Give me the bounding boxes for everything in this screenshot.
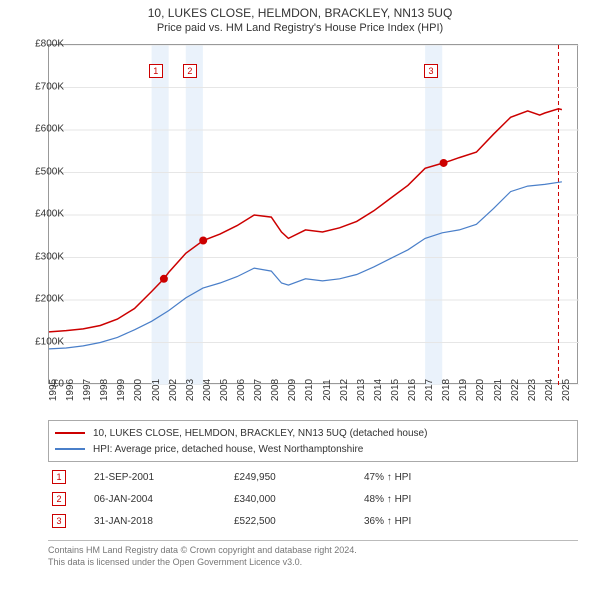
x-tick-label: 2024 <box>544 379 555 401</box>
tx-pct: 36% ↑ HPI <box>364 516 484 527</box>
x-tick-label: 2004 <box>202 379 213 401</box>
y-tick-label: £600K <box>4 124 64 135</box>
x-tick-label: 1997 <box>82 379 93 401</box>
x-tick-label: 2015 <box>390 379 401 401</box>
x-tick-label: 1998 <box>99 379 110 401</box>
y-tick-label: £100K <box>4 336 64 347</box>
transactions-table: 1 21-SEP-2001 £249,950 47% ↑ HPI 2 06-JA… <box>48 466 578 532</box>
footnote-line: This data is licensed under the Open Gov… <box>48 557 578 569</box>
y-tick-label: £800K <box>4 39 64 50</box>
footnote: Contains HM Land Registry data © Crown c… <box>48 540 578 568</box>
chart-legend: 10, LUKES CLOSE, HELMDON, BRACKLEY, NN13… <box>48 420 578 462</box>
y-tick-label: £400K <box>4 209 64 220</box>
x-tick-label: 2013 <box>356 379 367 401</box>
x-tick-label: 2010 <box>304 379 315 401</box>
y-tick-label: £500K <box>4 166 64 177</box>
tx-price: £249,950 <box>234 472 364 483</box>
legend-label: 10, LUKES CLOSE, HELMDON, BRACKLEY, NN13… <box>93 428 427 439</box>
legend-swatch <box>55 448 85 450</box>
legend-item: 10, LUKES CLOSE, HELMDON, BRACKLEY, NN13… <box>55 425 571 441</box>
tx-marker-icon: 3 <box>52 514 66 528</box>
legend-swatch <box>55 432 85 434</box>
chart-subtitle: Price paid vs. HM Land Registry's House … <box>0 20 600 36</box>
x-tick-label: 2020 <box>475 379 486 401</box>
x-tick-label: 1996 <box>65 379 76 401</box>
x-tick-label: 2000 <box>133 379 144 401</box>
table-row: 2 06-JAN-2004 £340,000 48% ↑ HPI <box>48 488 578 510</box>
x-tick-label: 2001 <box>151 379 162 401</box>
tx-marker-icon: 2 <box>52 492 66 506</box>
tx-price: £340,000 <box>234 494 364 505</box>
legend-label: HPI: Average price, detached house, West… <box>93 444 363 455</box>
x-tick-label: 2009 <box>287 379 298 401</box>
x-tick-label: 2018 <box>441 379 452 401</box>
chart-title: 10, LUKES CLOSE, HELMDON, BRACKLEY, NN13… <box>0 0 600 20</box>
tx-pct: 47% ↑ HPI <box>364 472 484 483</box>
tx-marker-icon: 1 <box>52 470 66 484</box>
event-marker-box: 2 <box>183 64 197 78</box>
y-tick-label: £300K <box>4 251 64 262</box>
chart-container: 10, LUKES CLOSE, HELMDON, BRACKLEY, NN13… <box>0 0 600 590</box>
tx-price: £522,500 <box>234 516 364 527</box>
x-tick-label: 2017 <box>424 379 435 401</box>
x-tick-label: 2005 <box>219 379 230 401</box>
x-tick-label: 2012 <box>339 379 350 401</box>
table-row: 1 21-SEP-2001 £249,950 47% ↑ HPI <box>48 466 578 488</box>
x-tick-label: 1999 <box>116 379 127 401</box>
x-tick-label: 2023 <box>527 379 538 401</box>
x-tick-label: 2011 <box>322 379 333 401</box>
x-tick-label: 1995 <box>48 379 59 401</box>
chart-plot-area <box>48 44 578 384</box>
legend-item: HPI: Average price, detached house, West… <box>55 441 571 457</box>
y-tick-label: £700K <box>4 81 64 92</box>
x-tick-label: 2008 <box>270 379 281 401</box>
x-tick-label: 2014 <box>373 379 384 401</box>
event-marker-box: 1 <box>149 64 163 78</box>
x-tick-label: 2016 <box>407 379 418 401</box>
x-tick-label: 2019 <box>458 379 469 401</box>
tx-date: 06-JAN-2004 <box>94 494 234 505</box>
footnote-line: Contains HM Land Registry data © Crown c… <box>48 545 578 557</box>
y-tick-label: £200K <box>4 294 64 305</box>
table-row: 3 31-JAN-2018 £522,500 36% ↑ HPI <box>48 510 578 532</box>
tx-date: 31-JAN-2018 <box>94 516 234 527</box>
tx-pct: 48% ↑ HPI <box>364 494 484 505</box>
chart-svg <box>49 45 579 385</box>
x-tick-label: 2025 <box>561 379 572 401</box>
x-tick-label: 2006 <box>236 379 247 401</box>
x-tick-label: 2002 <box>168 379 179 401</box>
tx-date: 21-SEP-2001 <box>94 472 234 483</box>
x-tick-label: 2021 <box>493 379 504 401</box>
x-tick-label: 2022 <box>510 379 521 401</box>
x-tick-label: 2007 <box>253 379 264 401</box>
event-marker-box: 3 <box>424 64 438 78</box>
x-tick-label: 2003 <box>185 379 196 401</box>
